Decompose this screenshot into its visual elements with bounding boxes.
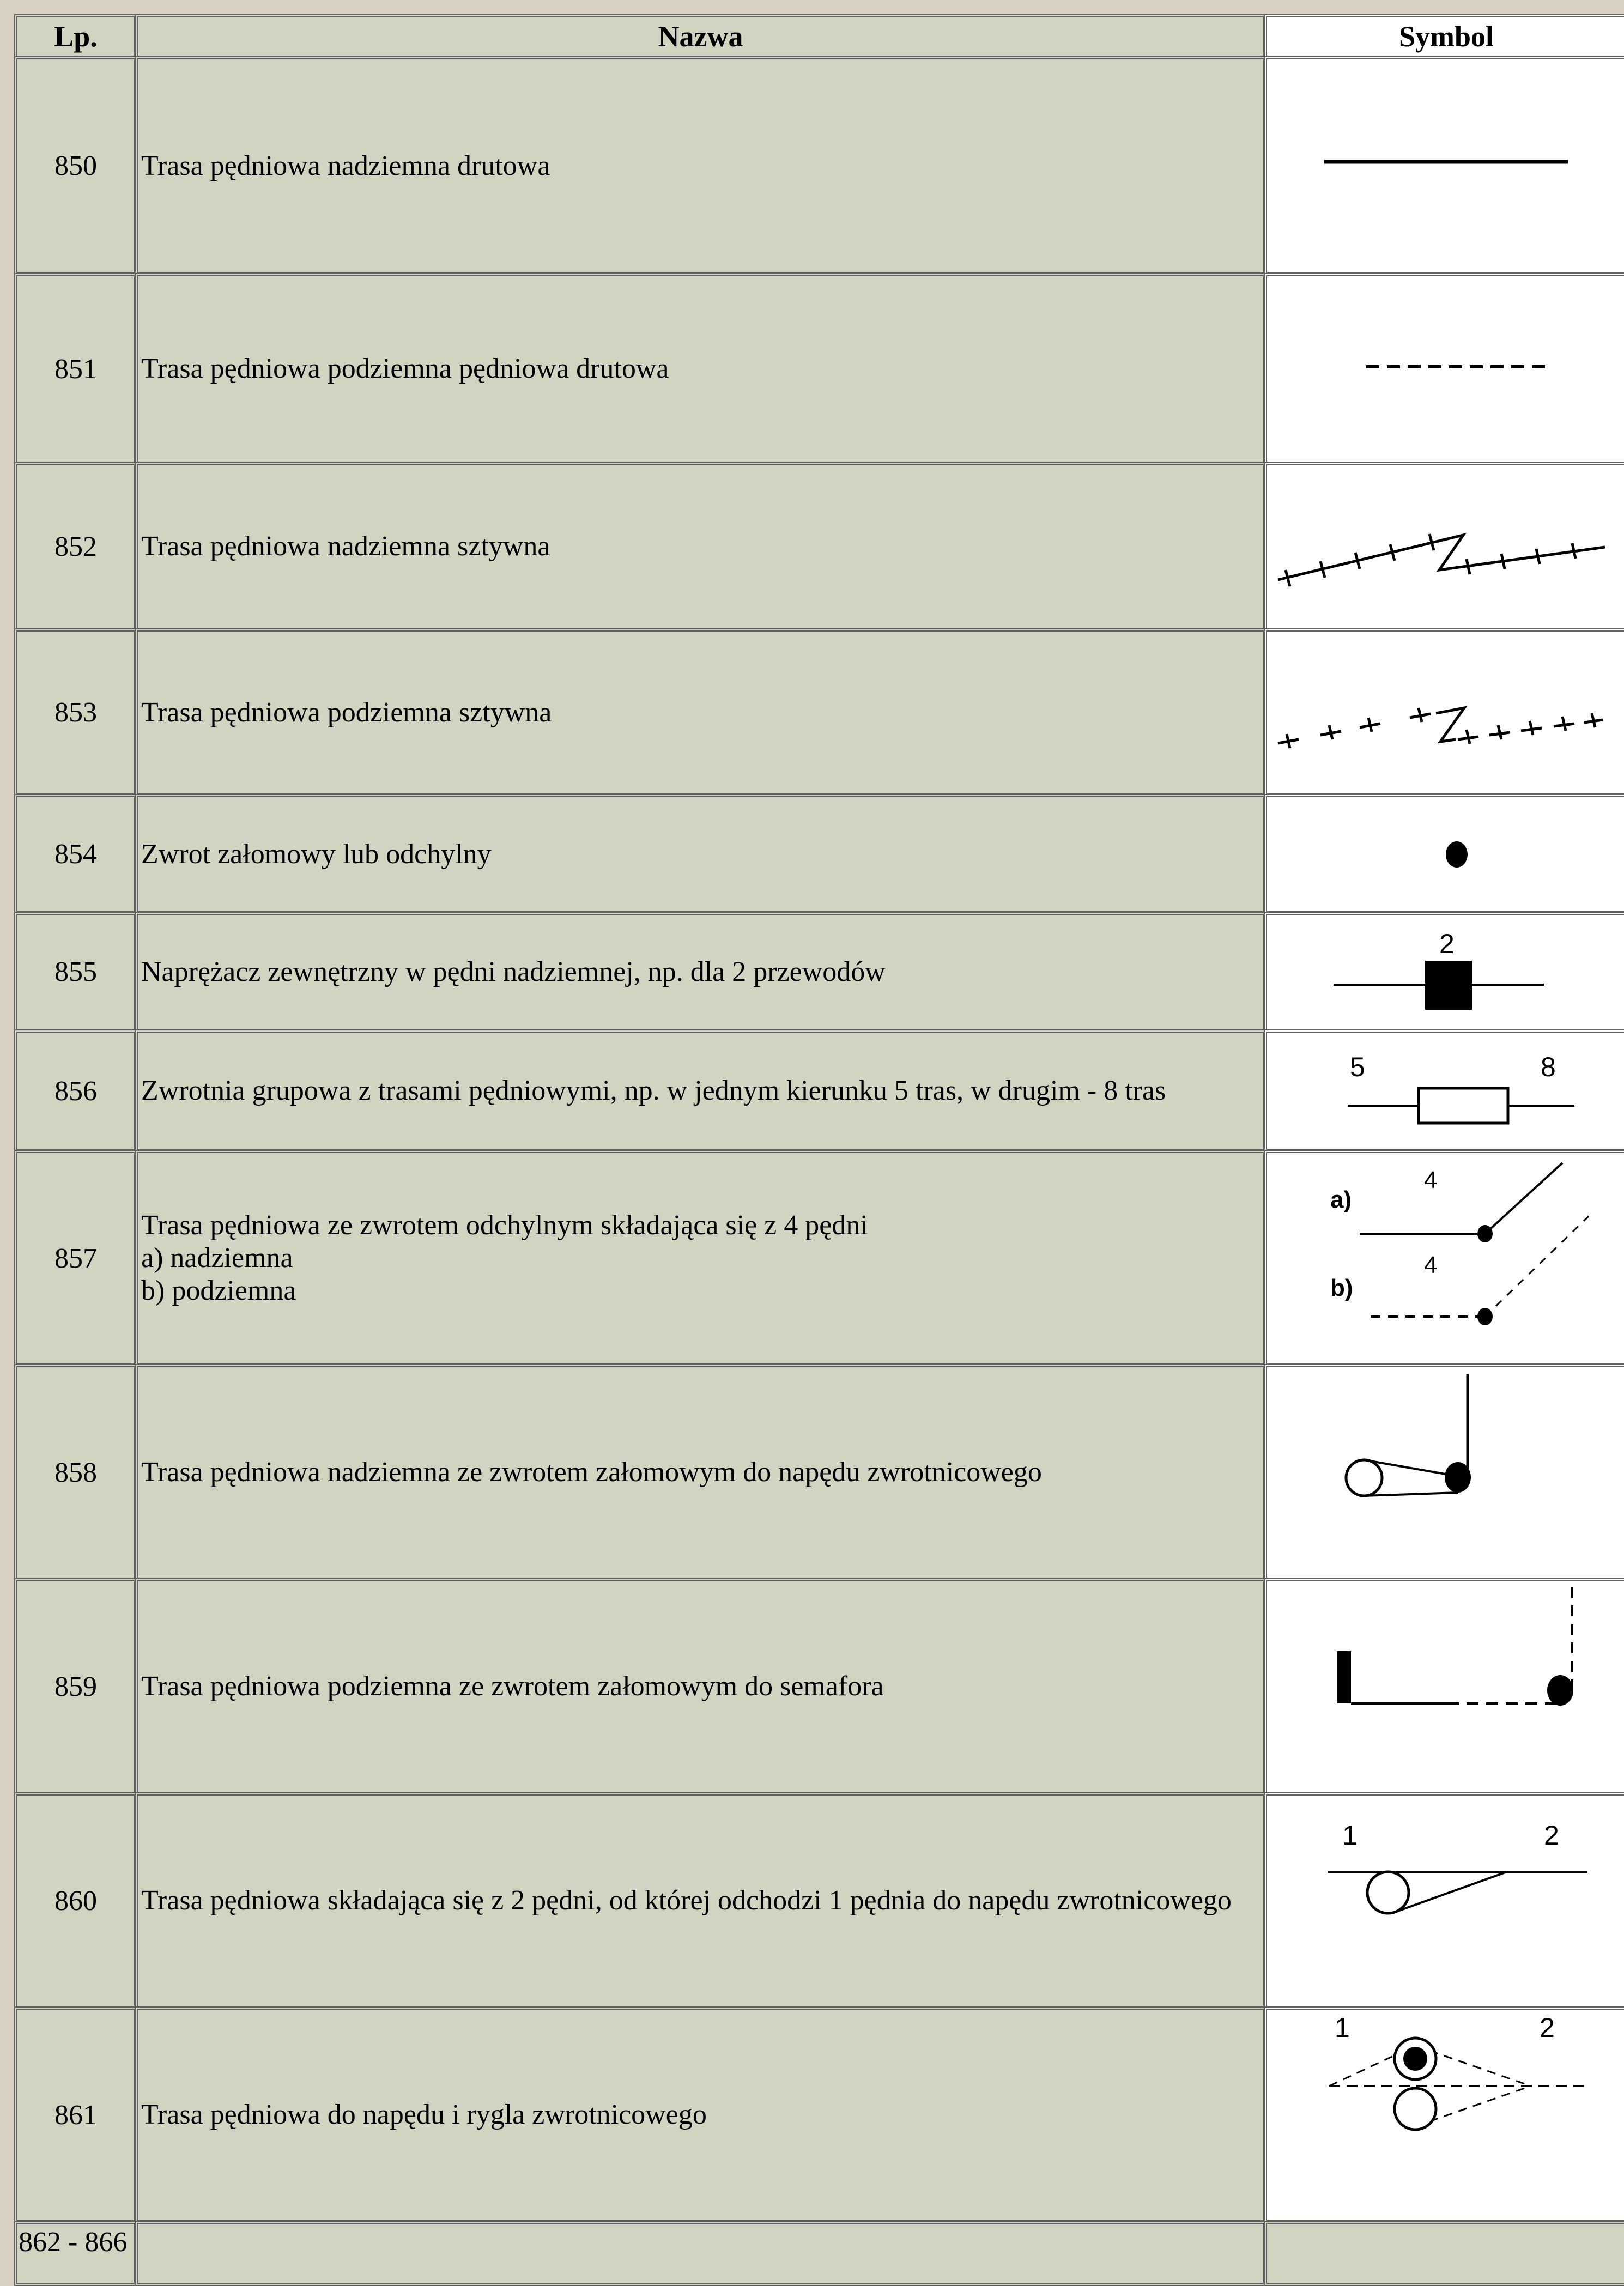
name-line: Trasa pędniowa nadziemna drutowa <box>141 150 550 181</box>
row-857-name: Trasa pędniowa ze zwrotem odchylnym skła… <box>135 1150 1267 1367</box>
symbol-label: 4 <box>1424 1167 1437 1193</box>
symbol-label: 2 <box>1439 929 1455 959</box>
branch-to-drive-icon: 1 2 <box>1328 1820 1587 1915</box>
row-858-symbol <box>1264 1364 1624 1581</box>
name-line: Trasa pędniowa ze zwrotem odchylnym skła… <box>141 1210 868 1241</box>
row-860-symbol: 1 2 <box>1264 1792 1624 2009</box>
overhead-turn-to-drive-icon <box>1344 1374 1471 1497</box>
row-853-symbol <box>1264 628 1624 797</box>
dashed-line-icon <box>1366 365 1549 368</box>
row-859-name: Trasa pędniowa podziemna ze zwrotem zało… <box>135 1578 1267 1795</box>
row-856-symbol: 5 8 <box>1264 1029 1624 1153</box>
symbol-label: 4 <box>1424 1252 1437 1278</box>
row-859-lp: 859 <box>14 1578 137 1795</box>
row-850-name: Trasa pędniowa nadziemna drutowa <box>135 56 1267 276</box>
row-857-symbol: a) 4 b) 4 <box>1264 1150 1624 1367</box>
dot-icon <box>1446 841 1468 868</box>
solid-line-icon <box>1324 160 1568 164</box>
rigid-underground-line-icon <box>1277 706 1603 749</box>
group-switch-icon: 5 8 <box>1348 1052 1574 1125</box>
row-860-lp: 860 <box>14 1792 137 2009</box>
name-line: Trasa pędniowa podziemna ze zwrotem zało… <box>141 1671 884 1702</box>
drive-and-lock-icon: 1 2 <box>1329 2012 1587 2131</box>
row-850-symbol <box>1264 56 1624 276</box>
symbol-label: b) <box>1330 1275 1353 1301</box>
underground-turn-to-signal-icon <box>1337 1587 1573 1706</box>
name-line: Trasa pędniowa nadziemna sztywna <box>141 531 550 562</box>
rigid-overhead-line-icon <box>1277 533 1605 587</box>
symbol-label: 8 <box>1541 1052 1556 1082</box>
row-853-name: Trasa pędniowa podziemna sztywna <box>135 628 1267 797</box>
row-851-lp: 851 <box>14 273 137 465</box>
row-861-symbol: 1 2 <box>1264 2006 1624 2223</box>
symbol-label: 2 <box>1544 1820 1559 1851</box>
name-line: Trasa pędniowa do napędu i rygla zwrotni… <box>141 2099 707 2130</box>
row-861-name: Trasa pędniowa do napędu i rygla zwrotni… <box>135 2006 1267 2223</box>
row-853-lp: 853 <box>14 628 137 797</box>
header-name: Nazwa <box>135 14 1267 59</box>
row-861-lp: 861 <box>14 2006 137 2223</box>
row-854-name: Zwrot załomowy lub odchylny <box>135 794 1267 914</box>
name-line: Trasa pędniowa podziemna sztywna <box>141 696 552 728</box>
name-line: Trasa pędniowa nadziemna ze zwrotem zało… <box>141 1457 1042 1488</box>
row-862-866-name <box>135 2221 1267 2286</box>
row-855-name: Naprężacz zewnętrzny w pędni nadziemnej,… <box>135 912 1267 1032</box>
row-854-lp: 854 <box>14 794 137 914</box>
row-851-symbol <box>1264 273 1624 465</box>
header-lp: Lp. <box>14 14 137 59</box>
row-852-symbol <box>1264 462 1624 631</box>
row-852-lp: 852 <box>14 462 137 631</box>
symbol-label: 5 <box>1350 1052 1365 1082</box>
symbol-label: a) <box>1330 1186 1352 1213</box>
symbol-label: 1 <box>1342 1820 1358 1851</box>
row-862-866-symbol <box>1264 2221 1624 2286</box>
name-line: Trasa pędniowa składająca się z 2 pędni,… <box>141 1885 1232 1916</box>
row-855-symbol: 2 <box>1264 912 1624 1032</box>
row-852-name: Trasa pędniowa nadziemna sztywna <box>135 462 1267 631</box>
row-857-lp: 857 <box>14 1150 137 1367</box>
row-856-lp: 856 <box>14 1029 137 1153</box>
name-line: Zwrotnia grupowa z trasami pędniowymi, n… <box>141 1075 1166 1106</box>
row-856-name: Zwrotnia grupowa z trasami pędniowymi, n… <box>135 1029 1267 1153</box>
row-859-symbol <box>1264 1578 1624 1795</box>
row-860-name: Trasa pędniowa składająca się z 2 pędni,… <box>135 1792 1267 2009</box>
name-line: Naprężacz zewnętrzny w pędni nadziemnej,… <box>141 956 886 987</box>
row-862-866-lp: 862 - 866 <box>14 2221 137 2286</box>
name-line: b) podziemna <box>141 1275 296 1306</box>
name-line: Zwrot załomowy lub odchylny <box>141 838 492 870</box>
row-858-lp: 858 <box>14 1364 137 1581</box>
symbol-label: 1 <box>1335 2012 1350 2043</box>
row-850-lp: 850 <box>14 56 137 276</box>
name-line: a) nadziemna <box>141 1242 293 1274</box>
row-858-name: Trasa pędniowa nadziemna ze zwrotem zało… <box>135 1364 1267 1581</box>
row-851-name: Trasa pędniowa podziemna pędniowa drutow… <box>135 273 1267 465</box>
header-symbol: Symbol <box>1264 14 1624 59</box>
tensioner-icon: 2 <box>1334 929 1544 1010</box>
deflecting-turn-icon: a) 4 b) 4 <box>1330 1162 1590 1325</box>
row-855-lp: 855 <box>14 912 137 1032</box>
row-854-symbol <box>1264 794 1624 914</box>
name-line: Trasa pędniowa podziemna pędniowa drutow… <box>141 353 669 384</box>
symbol-label: 2 <box>1540 2012 1555 2043</box>
